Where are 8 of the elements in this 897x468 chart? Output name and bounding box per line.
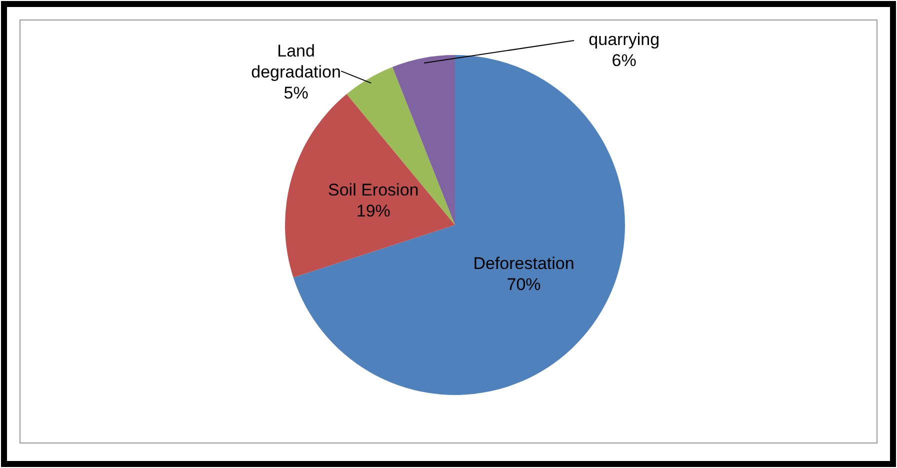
slice-label: Land degradation <box>251 42 341 82</box>
data-label: 70% <box>506 274 541 294</box>
data-label: 19% <box>356 201 390 220</box>
data-label: 5% <box>284 84 308 103</box>
data-label: 6% <box>612 51 636 70</box>
slice-label: Soil Erosion <box>328 180 419 200</box>
slice-label: Deforestation <box>473 254 574 273</box>
slice-label: quarrying <box>588 30 660 50</box>
